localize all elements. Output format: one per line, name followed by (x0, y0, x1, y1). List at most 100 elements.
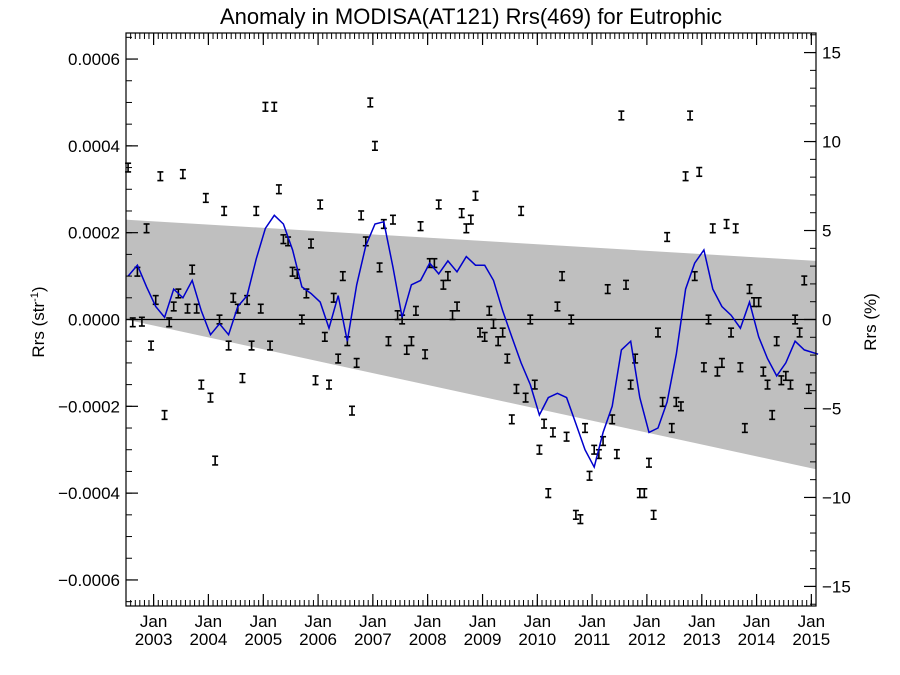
data-point (641, 487, 648, 499)
data-point (805, 383, 812, 395)
data-point (645, 457, 652, 468)
data-point (138, 316, 145, 327)
data-point (184, 303, 191, 314)
data-point (253, 205, 260, 217)
right-tick-label: 15 (822, 44, 841, 63)
data-point (527, 314, 534, 325)
data-point (582, 422, 589, 434)
x-tick-month-label: Jan (195, 612, 222, 631)
right-tick-label: −5 (822, 399, 841, 418)
data-point (326, 379, 333, 390)
data-point (467, 214, 474, 225)
data-point (198, 379, 205, 390)
x-tick-year-label: 2008 (409, 630, 447, 649)
data-point (189, 264, 196, 275)
data-point (773, 336, 780, 347)
data-point (394, 310, 401, 321)
x-tick-month-label: Jan (524, 612, 551, 631)
data-point (728, 327, 735, 338)
plot-area (125, 32, 819, 607)
x-tick-year-label: 2014 (738, 630, 776, 649)
x-tick-year-label: 2007 (354, 630, 392, 649)
data-point (207, 392, 214, 403)
data-point (801, 275, 808, 286)
data-point (170, 301, 177, 312)
data-point (435, 199, 442, 210)
smoothed-series-line (127, 214, 819, 470)
data-point (536, 444, 543, 455)
x-tick-month-label: Jan (140, 612, 167, 631)
data-point (559, 270, 566, 282)
data-point (486, 305, 493, 316)
left-axis-title: Rrs (str-1) (29, 286, 48, 357)
x-axis: Jan2003Jan2004Jan2005Jan2006Jan2007Jan20… (130, 33, 830, 649)
data-point (741, 422, 748, 434)
data-point (764, 379, 771, 390)
left-tick-label: 0.0004 (68, 137, 120, 156)
data-point (673, 396, 680, 408)
x-tick-year-label: 2004 (189, 630, 227, 649)
data-point (636, 487, 643, 499)
data-point (481, 331, 488, 343)
data-point (166, 317, 173, 328)
x-tick-year-label: 2010 (518, 630, 556, 649)
data-point (604, 283, 611, 295)
x-tick-month-label: Jan (359, 612, 386, 631)
x-tick-month-label: Jan (250, 612, 277, 631)
x-tick-year-label: 2011 (574, 630, 611, 649)
x-tick-month-label: Jan (688, 612, 715, 631)
x-tick-month-label: Jan (414, 612, 441, 631)
right-tick-label: 5 (822, 222, 831, 241)
data-point (335, 353, 342, 364)
data-point (792, 314, 799, 325)
data-point (549, 427, 556, 438)
data-point (458, 208, 465, 219)
data-point (563, 431, 570, 442)
data-point (545, 487, 552, 499)
x-tick-year-label: 2006 (299, 630, 337, 649)
data-point (248, 340, 255, 351)
data-point (289, 266, 296, 277)
data-point (412, 305, 419, 316)
data-point (650, 509, 657, 520)
data-point (609, 414, 616, 425)
data-point (687, 110, 694, 121)
data-point (677, 401, 684, 412)
data-point (732, 223, 739, 234)
x-tick-month-label: Jan (304, 612, 331, 631)
data-point (778, 375, 785, 386)
left-axis: 0.0006 0.0004 0.0002 0.0000 −0.0002 −0.0004 −0… (58, 36, 138, 603)
data-point (668, 422, 675, 434)
data-point (518, 205, 525, 217)
left-tick-label: 0.0006 (68, 50, 120, 69)
data-point (664, 231, 671, 243)
confidence-band (126, 219, 816, 470)
data-point (454, 301, 461, 312)
data-point (499, 327, 506, 338)
data-point (353, 357, 360, 369)
data-point (504, 353, 511, 364)
data-point (618, 110, 625, 121)
data-point (572, 509, 579, 520)
right-tick-label: −15 (822, 577, 851, 596)
data-point (225, 340, 232, 351)
data-point (787, 379, 794, 390)
data-point (221, 205, 228, 217)
data-point (522, 392, 529, 403)
data-point (367, 97, 374, 108)
data-point (531, 379, 538, 390)
data-point (490, 318, 497, 329)
data-point (623, 279, 630, 290)
x-tick-month-label: Jan (798, 612, 825, 631)
data-point (760, 366, 767, 377)
data-point (746, 283, 753, 295)
data-point (591, 444, 598, 455)
x-tick-month-label: Jan (633, 612, 660, 631)
data-point (212, 455, 219, 466)
data-point (148, 340, 155, 351)
data-point (705, 314, 712, 325)
data-point (513, 383, 520, 395)
data-point (257, 303, 264, 314)
x-tick-year-label: 2009 (464, 630, 502, 649)
